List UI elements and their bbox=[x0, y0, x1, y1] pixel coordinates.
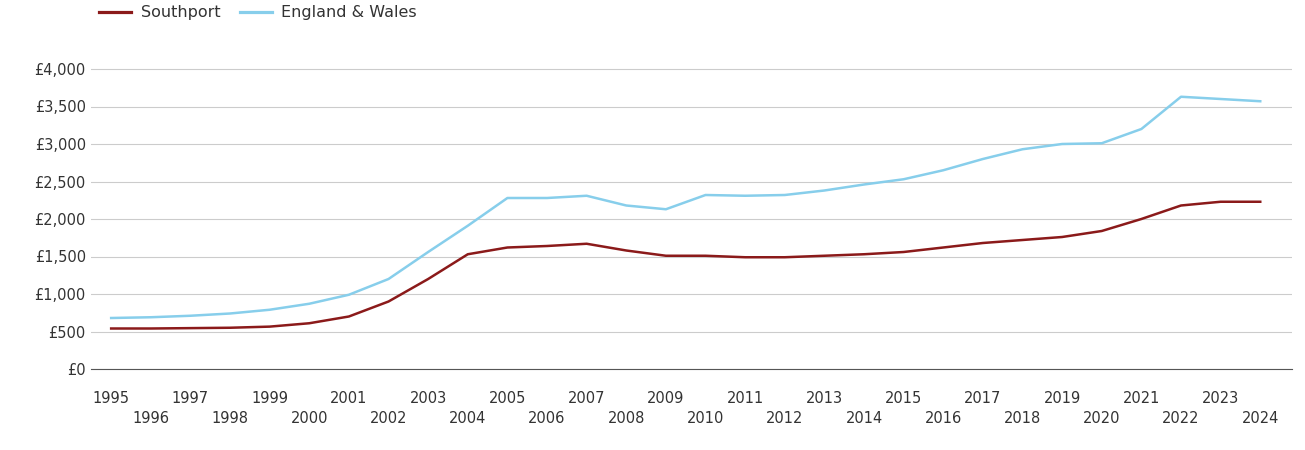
Southport bbox=[1054, 234, 1070, 240]
Text: 2004: 2004 bbox=[449, 411, 487, 426]
Southport bbox=[895, 249, 911, 255]
England & Wales bbox=[1253, 99, 1268, 104]
Southport bbox=[1134, 216, 1150, 222]
England & Wales bbox=[936, 167, 951, 173]
Southport bbox=[776, 255, 792, 260]
Southport bbox=[975, 240, 990, 246]
England & Wales bbox=[1015, 147, 1031, 152]
England & Wales bbox=[895, 176, 911, 182]
Southport bbox=[1015, 237, 1031, 243]
England & Wales bbox=[619, 203, 634, 208]
Southport bbox=[817, 253, 833, 258]
Text: 2006: 2006 bbox=[529, 411, 565, 426]
Text: 2009: 2009 bbox=[647, 391, 685, 406]
Southport bbox=[183, 325, 198, 331]
Text: 2010: 2010 bbox=[686, 411, 724, 426]
Text: 2019: 2019 bbox=[1044, 391, 1081, 406]
Text: 2008: 2008 bbox=[608, 411, 645, 426]
Southport bbox=[658, 253, 673, 258]
Southport bbox=[144, 326, 159, 331]
Southport bbox=[737, 255, 753, 260]
Southport bbox=[856, 252, 872, 257]
Text: 1996: 1996 bbox=[132, 411, 170, 426]
England & Wales bbox=[262, 307, 278, 312]
Text: 1999: 1999 bbox=[251, 391, 288, 406]
Text: 2021: 2021 bbox=[1122, 391, 1160, 406]
Legend: Southport, England & Wales: Southport, England & Wales bbox=[99, 5, 416, 20]
Text: 2011: 2011 bbox=[727, 391, 763, 406]
England & Wales bbox=[539, 195, 555, 201]
England & Wales bbox=[1094, 140, 1109, 146]
England & Wales bbox=[817, 188, 833, 193]
Text: 2016: 2016 bbox=[925, 411, 962, 426]
England & Wales bbox=[1054, 141, 1070, 147]
Southport bbox=[698, 253, 714, 258]
England & Wales bbox=[1173, 94, 1189, 99]
England & Wales bbox=[144, 315, 159, 320]
England & Wales bbox=[658, 207, 673, 212]
Text: 2007: 2007 bbox=[568, 391, 606, 406]
England & Wales bbox=[222, 311, 238, 316]
England & Wales bbox=[500, 195, 515, 201]
Text: 2002: 2002 bbox=[369, 411, 407, 426]
Text: 1997: 1997 bbox=[172, 391, 209, 406]
Southport bbox=[936, 245, 951, 250]
Text: 2003: 2003 bbox=[410, 391, 446, 406]
England & Wales bbox=[975, 156, 990, 162]
Text: 2024: 2024 bbox=[1241, 411, 1279, 426]
Text: 2018: 2018 bbox=[1004, 411, 1041, 426]
England & Wales bbox=[103, 315, 119, 321]
England & Wales bbox=[420, 249, 436, 255]
Text: 2015: 2015 bbox=[885, 391, 923, 406]
Text: 2001: 2001 bbox=[330, 391, 368, 406]
Southport bbox=[1253, 199, 1268, 204]
Text: 1998: 1998 bbox=[211, 411, 248, 426]
Southport bbox=[381, 299, 397, 304]
England & Wales bbox=[1134, 126, 1150, 132]
Southport bbox=[500, 245, 515, 250]
Text: 2000: 2000 bbox=[291, 411, 328, 426]
England & Wales bbox=[856, 182, 872, 187]
Line: England & Wales: England & Wales bbox=[111, 97, 1261, 318]
Text: 2013: 2013 bbox=[805, 391, 843, 406]
Text: 2014: 2014 bbox=[846, 411, 882, 426]
Text: 2012: 2012 bbox=[766, 411, 804, 426]
Southport bbox=[1173, 203, 1189, 208]
Southport bbox=[579, 241, 595, 247]
Southport bbox=[301, 320, 317, 326]
Southport bbox=[1212, 199, 1228, 204]
England & Wales bbox=[183, 313, 198, 319]
Southport bbox=[539, 243, 555, 249]
Southport bbox=[420, 276, 436, 282]
Southport bbox=[222, 325, 238, 330]
England & Wales bbox=[579, 193, 595, 198]
Text: 2005: 2005 bbox=[488, 391, 526, 406]
England & Wales bbox=[459, 223, 475, 229]
Text: 2020: 2020 bbox=[1083, 411, 1121, 426]
Line: Southport: Southport bbox=[111, 202, 1261, 328]
England & Wales bbox=[381, 276, 397, 282]
England & Wales bbox=[737, 193, 753, 198]
Southport bbox=[103, 326, 119, 331]
Southport bbox=[341, 314, 356, 319]
England & Wales bbox=[698, 192, 714, 198]
England & Wales bbox=[1212, 96, 1228, 102]
Southport bbox=[459, 252, 475, 257]
Text: 2023: 2023 bbox=[1202, 391, 1240, 406]
Southport bbox=[1094, 228, 1109, 234]
Text: 1995: 1995 bbox=[93, 391, 129, 406]
England & Wales bbox=[776, 192, 792, 198]
England & Wales bbox=[301, 301, 317, 306]
Text: 2017: 2017 bbox=[964, 391, 1001, 406]
Southport bbox=[619, 248, 634, 253]
England & Wales bbox=[341, 292, 356, 297]
Southport bbox=[262, 324, 278, 329]
Text: 2022: 2022 bbox=[1163, 411, 1199, 426]
